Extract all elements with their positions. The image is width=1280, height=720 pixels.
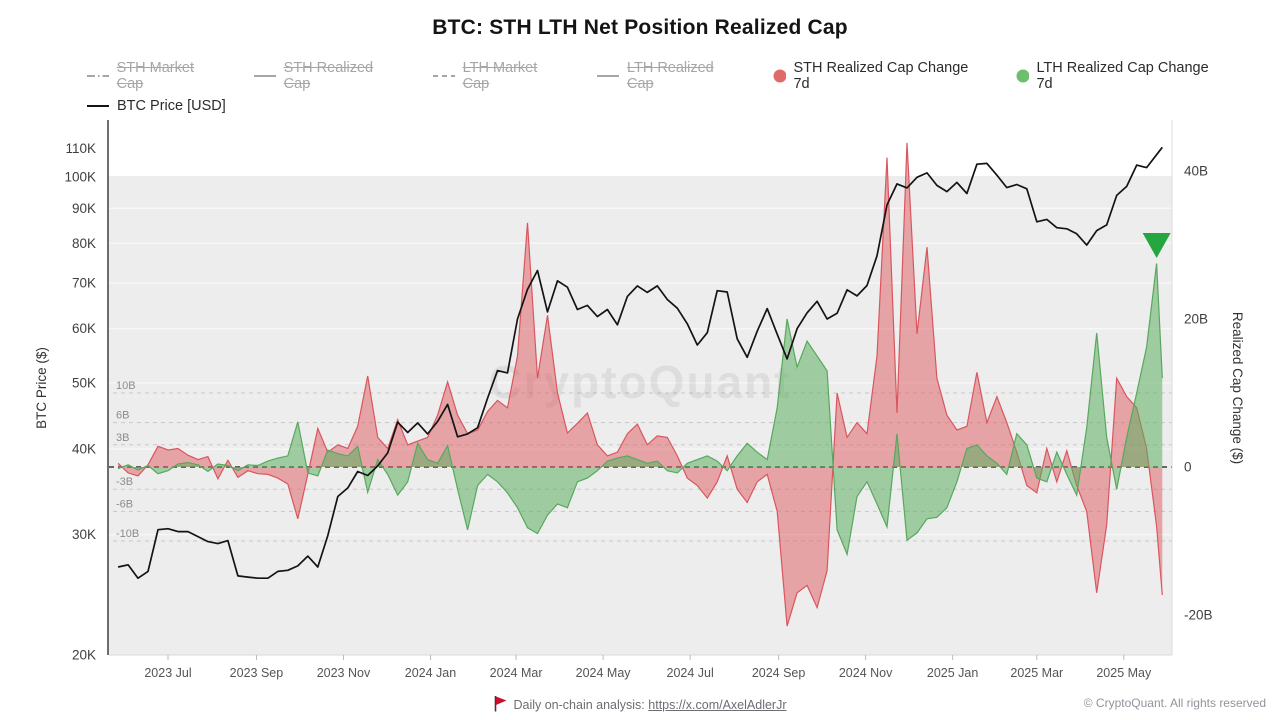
y-left-tick-label: 80K <box>72 236 96 251</box>
x-tick-label: 2024 Nov <box>839 666 893 680</box>
right-axis-title: Realized Cap Change ($) <box>1230 312 1245 464</box>
solid-line-icon <box>254 75 277 77</box>
gridline-label: -10B <box>116 528 139 540</box>
gridline-label: -3B <box>116 476 133 488</box>
green-dot-icon <box>1016 69 1030 83</box>
red-dot-icon <box>773 69 787 83</box>
x-tick-label: 2024 May <box>576 666 632 680</box>
footer-note: Daily on-chain analysis: https://x.com/A… <box>0 695 1280 712</box>
y-left-tick-label: 100K <box>64 170 96 185</box>
legend-label: STH Realized Cap Change 7d <box>793 60 969 92</box>
dashdot-line-icon <box>87 75 109 77</box>
y-right-tick-label: 40B <box>1184 164 1208 179</box>
gridline-label: -6B <box>116 498 133 510</box>
left-axis-title: BTC Price ($) <box>34 347 49 429</box>
x-tick-label: 2023 Jul <box>144 666 191 680</box>
legend-item-btc-price[interactable]: BTC Price [USD] <box>86 98 226 114</box>
legend-item-lth-market-cap[interactable]: LTH Market Cap <box>432 60 566 92</box>
footer-text: Daily on-chain analysis: <box>513 698 645 712</box>
x-tick-label: 2023 Nov <box>317 666 371 680</box>
solid-line-icon <box>597 75 620 77</box>
x-tick-label: 2025 May <box>1096 666 1152 680</box>
chart-title: BTC: STH LTH Net Position Realized Cap <box>432 16 848 39</box>
red-flag-icon <box>495 696 507 712</box>
legend-label: STH Market Cap <box>116 60 194 92</box>
legend-item-sth-market-cap[interactable]: STH Market Cap <box>86 60 223 92</box>
legend-item-lth-realized-cap-change[interactable]: LTH Realized Cap Change 7d <box>1016 60 1226 92</box>
plot-band <box>109 176 1172 655</box>
gridline-label: 6B <box>116 410 129 422</box>
y-left-tick-label: 90K <box>72 201 96 216</box>
x-tick-label: 2024 Jul <box>667 666 714 680</box>
legend-label: STH Realized Cap <box>283 60 374 92</box>
black-line-icon <box>87 105 109 107</box>
legend: STH Market Cap STH Realized Cap LTH Mark… <box>86 60 1226 120</box>
x-tick-label: 2025 Mar <box>1010 666 1063 680</box>
y-left-tick-label: 60K <box>72 321 96 336</box>
y-right-tick-label: -20B <box>1184 608 1213 623</box>
legend-label: LTH Realized Cap <box>626 60 714 92</box>
legend-item-lth-realized-cap[interactable]: LTH Realized Cap <box>596 60 742 92</box>
x-tick-label: 2023 Sep <box>230 666 284 680</box>
footer-link[interactable]: https://x.com/AxelAdlerJr <box>648 698 787 712</box>
y-left-tick-label: 40K <box>72 442 96 457</box>
gridline-label: 10B <box>116 380 136 392</box>
y-left-tick-label: 30K <box>72 527 96 542</box>
lth-line <box>117 263 1163 557</box>
gridline-label: 3B <box>116 432 129 444</box>
y-right-tick-label: 0 <box>1184 460 1192 475</box>
copyright: © CryptoQuant. All rights reserved <box>1083 696 1266 710</box>
y-left-tick-label: 20K <box>72 647 96 662</box>
signal-triangle-icon <box>1142 233 1171 258</box>
legend-label: LTH Market Cap <box>462 60 538 92</box>
x-tick-label: 2025 Jan <box>927 666 978 680</box>
y-right-tick-label: 20B <box>1184 312 1208 327</box>
y-left-tick-label: 70K <box>72 275 96 290</box>
dashed-line-icon <box>432 75 455 77</box>
legend-item-sth-realized-cap[interactable]: STH Realized Cap <box>253 60 402 92</box>
legend-item-sth-realized-cap-change[interactable]: STH Realized Cap Change 7d <box>773 60 986 92</box>
x-tick-label: 2024 Mar <box>490 666 543 680</box>
x-tick-label: 2024 Jan <box>405 666 456 680</box>
legend-row-1: STH Market Cap STH Realized Cap LTH Mark… <box>86 60 1226 92</box>
btc-price-line <box>117 146 1163 580</box>
y-left-tick-label: 50K <box>72 375 96 390</box>
x-tick-label: 2024 Sep <box>752 666 806 680</box>
y-left-tick-label: 110K <box>65 141 96 156</box>
legend-label: BTC Price [USD] <box>117 98 226 114</box>
legend-row-2: BTC Price [USD] <box>86 98 1226 114</box>
sth-line <box>117 142 1163 627</box>
legend-label: LTH Realized Cap Change 7d <box>1036 60 1209 92</box>
